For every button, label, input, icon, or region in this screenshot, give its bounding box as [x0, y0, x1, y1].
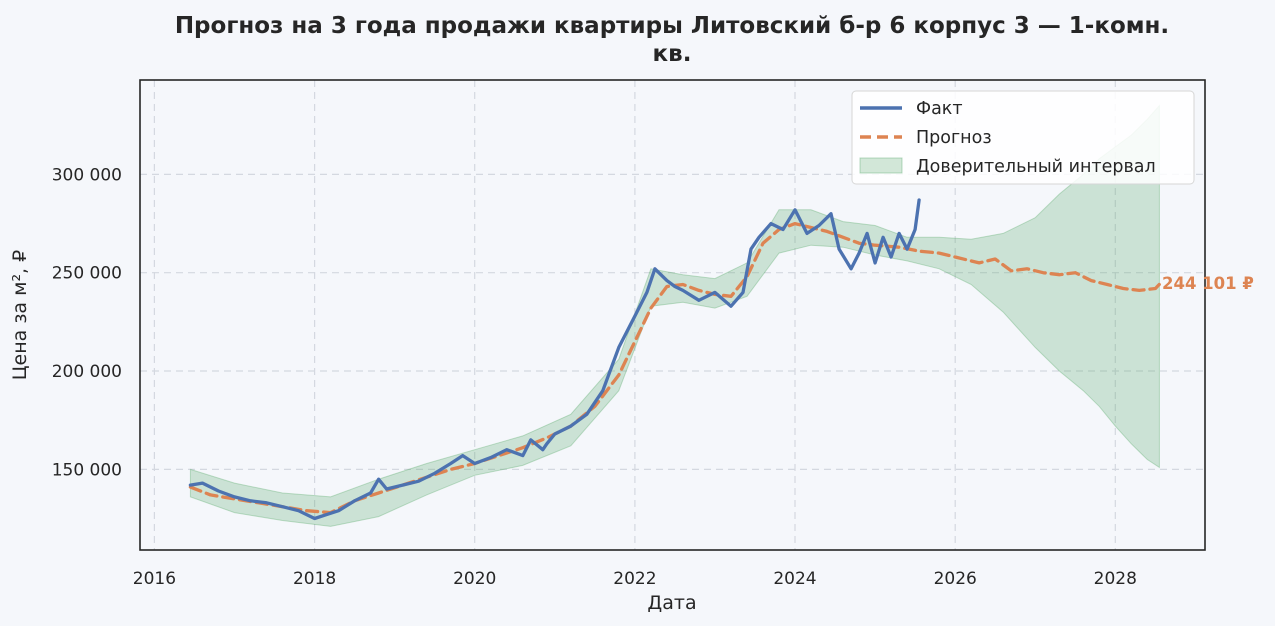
forecast-end-label: 244 101 ₽ [1162, 274, 1254, 293]
x-tick-label: 2016 [133, 569, 176, 589]
y-tick-label: 300 000 [52, 165, 122, 185]
confidence-interval-band [189, 104, 1160, 527]
x-tick-label: 2026 [934, 569, 977, 589]
x-tick-label: 2024 [773, 569, 816, 589]
x-tick-label: 2018 [293, 569, 336, 589]
fact-line [188, 198, 921, 521]
x-tick-label: 2022 [613, 569, 656, 589]
y-axis-label: Цена за м², ₽ [9, 250, 31, 380]
legend-ci-label: Доверительный интервал [916, 157, 1156, 177]
legend-forecast-label: Прогноз [916, 128, 992, 148]
y-tick-label: 250 000 [52, 264, 122, 284]
tick-labels: 2016 2018 2020 2022 2024 2026 2028 150 000 200 0… [52, 165, 1137, 589]
legend-fact-label: Факт [916, 99, 963, 119]
plot-frame [139, 79, 1206, 551]
chart-title-line-2: кв. [653, 41, 692, 67]
x-tick-label: 2020 [453, 569, 496, 589]
series-layer [188, 198, 1162, 521]
y-tick-label: 200 000 [52, 362, 122, 382]
legend-ci-swatch [859, 157, 903, 174]
x-axis-label: Дата [647, 592, 696, 614]
chart-title-line-1: Прогноз на 3 года продажи квартиры Литов… [175, 13, 1169, 39]
legend-box [851, 90, 1195, 185]
confidence-interval-layer [189, 104, 1160, 527]
y-tick-label: 150 000 [52, 460, 122, 480]
legend: Факт Прогноз Доверительный интервал [851, 90, 1195, 185]
x-tick-label: 2028 [1094, 569, 1137, 589]
